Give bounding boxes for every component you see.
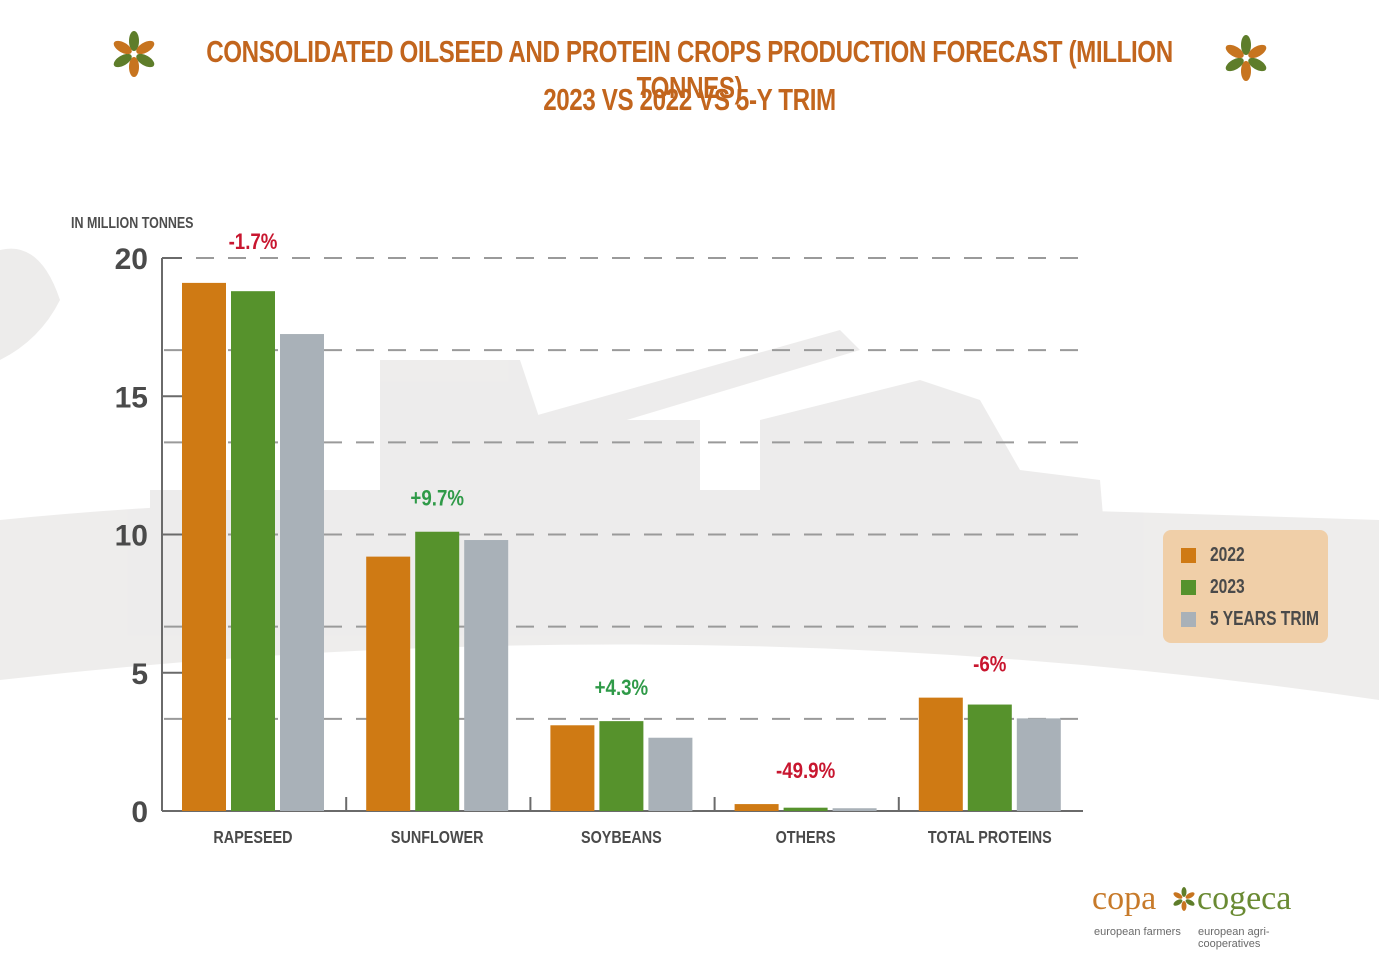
flower-icon: [113, 31, 155, 77]
logo-cogeca-text: cogeca: [1197, 880, 1292, 917]
logo-cogeca-subtitle: european agri-cooperatives: [1198, 926, 1270, 950]
x-category-label: TOTAL PROTEINS: [928, 828, 1052, 848]
x-category-label: OTHERS: [776, 828, 836, 848]
bar-5-years-trim: [648, 737, 693, 811]
x-category-label: SUNFLOWER: [391, 828, 484, 848]
change-annotation: -6%: [973, 653, 1006, 677]
change-annotation: +4.3%: [595, 677, 649, 701]
bar-2022: [734, 804, 779, 811]
legend-item-2023: 2023: [1181, 576, 1255, 599]
bar-2023: [415, 531, 460, 811]
y-tick-label: 20: [115, 243, 148, 276]
y-tick-label: 5: [131, 658, 148, 691]
legend-swatch: [1181, 548, 1196, 563]
chart-subtitle: 2023 VS 2022 VS 5-Y TRIM: [543, 82, 836, 117]
legend-label: 5 YEARS TRIM: [1210, 608, 1319, 630]
bar-5-years-trim: [280, 334, 324, 811]
bar-2023: [967, 704, 1012, 811]
flower-icon: [1225, 35, 1267, 81]
bar-2022: [366, 556, 411, 811]
change-annotation: +9.7%: [410, 487, 464, 511]
x-category-label: SOYBEANS: [581, 828, 662, 848]
change-annotation: -49.9%: [776, 760, 835, 784]
copa-cogeca-logo: copa cogeca european farmers european ag…: [1092, 880, 1322, 950]
chart-title: CONSOLIDATED OILSEED AND PROTEIN CROPS P…: [206, 34, 1173, 105]
y-axis-label: IN MILLION TONNES: [71, 215, 194, 232]
x-category-label: RAPESEED: [213, 828, 292, 848]
change-annotation: -1.7%: [229, 231, 278, 255]
y-tick-label: 15: [115, 381, 148, 414]
legend-item-5-years-trim: 5 YEARS TRIM: [1181, 608, 1350, 631]
legend-label: 2022: [1210, 544, 1245, 566]
bar-2023: [599, 721, 644, 811]
legend: 2022 2023 5 YEARS TRIM: [1163, 530, 1328, 643]
bar-2023: [783, 807, 828, 811]
logo-copa-subtitle: european farmers: [1094, 926, 1181, 938]
bar-2023: [231, 291, 275, 811]
y-tick-label: 0: [131, 796, 148, 829]
flower-icon: [1173, 887, 1195, 911]
legend-swatch: [1181, 580, 1196, 595]
bar-5-years-trim: [832, 808, 877, 811]
bar-2022: [918, 697, 963, 811]
bar-5-years-trim: [1016, 718, 1061, 811]
bar-5-years-trim: [464, 540, 509, 811]
logo-copa-text: copa: [1092, 880, 1157, 917]
bar-2022: [182, 282, 226, 811]
legend-label: 2023: [1210, 576, 1245, 598]
bar-2022: [550, 725, 595, 811]
legend-swatch: [1181, 612, 1196, 627]
y-tick-label: 10: [115, 520, 148, 553]
legend-item-2022: 2022: [1181, 544, 1255, 567]
